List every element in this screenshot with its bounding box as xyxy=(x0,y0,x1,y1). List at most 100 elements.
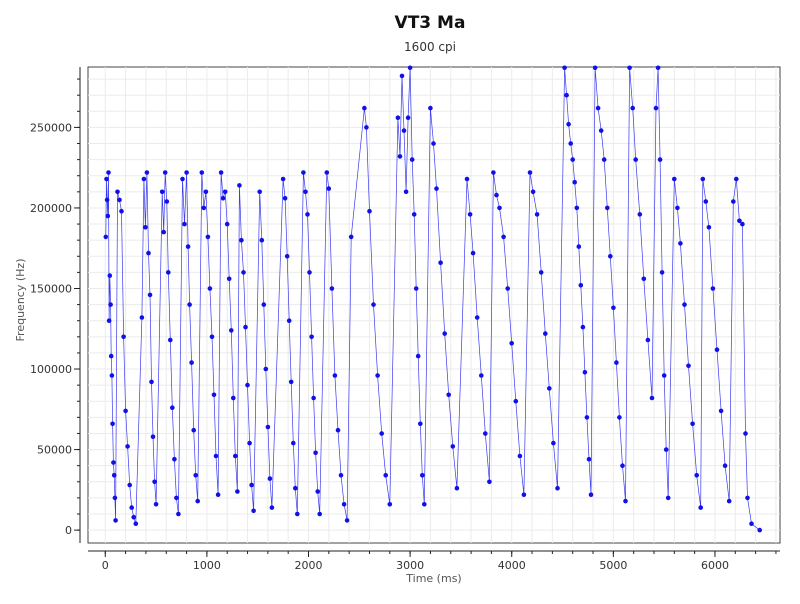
data-point xyxy=(313,450,318,456)
data-point xyxy=(235,489,240,494)
data-point xyxy=(367,208,372,214)
data-point xyxy=(207,286,213,291)
data-point xyxy=(467,212,473,217)
data-point xyxy=(193,473,198,478)
data-point xyxy=(153,502,159,507)
data-point xyxy=(743,431,748,436)
data-point xyxy=(630,105,635,111)
data-point xyxy=(479,373,484,378)
data-point xyxy=(675,205,680,211)
data-point xyxy=(657,157,663,162)
data-point xyxy=(682,302,687,307)
y-tick-label: 200000 xyxy=(30,202,72,215)
data-point xyxy=(267,476,273,481)
data-point xyxy=(195,498,200,504)
data-point xyxy=(655,65,661,71)
data-point xyxy=(104,176,109,182)
grid-layer xyxy=(88,67,780,543)
data-point xyxy=(315,489,321,494)
data-point xyxy=(226,276,232,282)
data-point xyxy=(740,221,745,227)
data-point xyxy=(110,421,115,427)
data-point xyxy=(282,196,288,201)
data-point xyxy=(205,234,211,240)
data-point xyxy=(527,170,533,175)
data-point xyxy=(387,502,393,507)
data-point xyxy=(224,221,230,227)
data-point xyxy=(203,189,209,195)
data-point xyxy=(578,283,584,288)
x-tick-label: 6000 xyxy=(701,559,729,572)
data-point xyxy=(627,65,632,71)
x-axis-label: Time (ms) xyxy=(405,572,461,585)
data-point xyxy=(259,237,265,243)
data-point xyxy=(745,495,750,501)
data-point xyxy=(418,421,423,427)
data-point xyxy=(422,502,427,507)
data-point xyxy=(125,444,130,449)
data-point xyxy=(574,205,580,211)
x-tick-label: 5000 xyxy=(599,559,627,572)
data-point xyxy=(139,315,145,320)
data-point xyxy=(446,392,452,398)
data-point xyxy=(726,498,732,504)
data-point xyxy=(450,444,456,449)
data-point xyxy=(399,73,405,79)
data-point xyxy=(261,302,267,307)
y-axis-label: Frequency (Hz) xyxy=(14,259,27,342)
data-point xyxy=(543,331,548,336)
data-point xyxy=(555,485,560,491)
data-point xyxy=(335,427,341,433)
data-point xyxy=(348,234,354,240)
data-point xyxy=(614,360,619,365)
data-point xyxy=(580,324,586,330)
data-point xyxy=(111,473,117,478)
data-point xyxy=(383,473,389,478)
data-point xyxy=(229,328,234,333)
data-point xyxy=(403,189,409,195)
data-point xyxy=(464,176,470,182)
data-point xyxy=(164,199,170,204)
data-point xyxy=(233,453,238,459)
data-point xyxy=(187,302,192,307)
data-point xyxy=(152,479,157,485)
data-point xyxy=(162,170,168,175)
data-point xyxy=(127,482,132,488)
data-point xyxy=(220,196,226,201)
data-point xyxy=(107,273,113,278)
data-point xyxy=(611,305,616,311)
data-point xyxy=(371,302,376,307)
axis-layer: 0 1000 2000 3000 4000 5000 6000 0 50000 100000 150… xyxy=(30,67,780,572)
data-point xyxy=(420,473,425,478)
data-point xyxy=(718,408,724,414)
data-point xyxy=(530,189,536,195)
data-point xyxy=(438,260,443,266)
data-point xyxy=(534,212,540,217)
data-point xyxy=(241,270,246,275)
data-line xyxy=(105,67,760,531)
data-point xyxy=(269,505,275,510)
data-point xyxy=(411,212,417,217)
data-point xyxy=(288,379,294,385)
data-point xyxy=(108,302,113,307)
data-point xyxy=(588,492,594,498)
x-tick-label: 4000 xyxy=(498,559,526,572)
data-point xyxy=(454,485,460,491)
x-tick-label: 2000 xyxy=(295,559,323,572)
data-point xyxy=(494,192,499,198)
data-point xyxy=(251,508,256,514)
y-tick-label: 0 xyxy=(65,524,72,537)
data-point xyxy=(678,241,683,246)
data-point xyxy=(362,105,367,111)
data-point xyxy=(184,170,189,175)
data-point xyxy=(395,115,401,120)
x-tick-label: 1000 xyxy=(193,559,221,572)
data-point xyxy=(143,225,148,230)
data-point xyxy=(663,447,669,452)
data-point xyxy=(428,105,433,111)
data-point xyxy=(103,234,109,240)
data-point xyxy=(364,125,369,130)
data-point xyxy=(706,225,712,230)
data-point xyxy=(521,492,527,498)
data-point xyxy=(280,176,286,182)
